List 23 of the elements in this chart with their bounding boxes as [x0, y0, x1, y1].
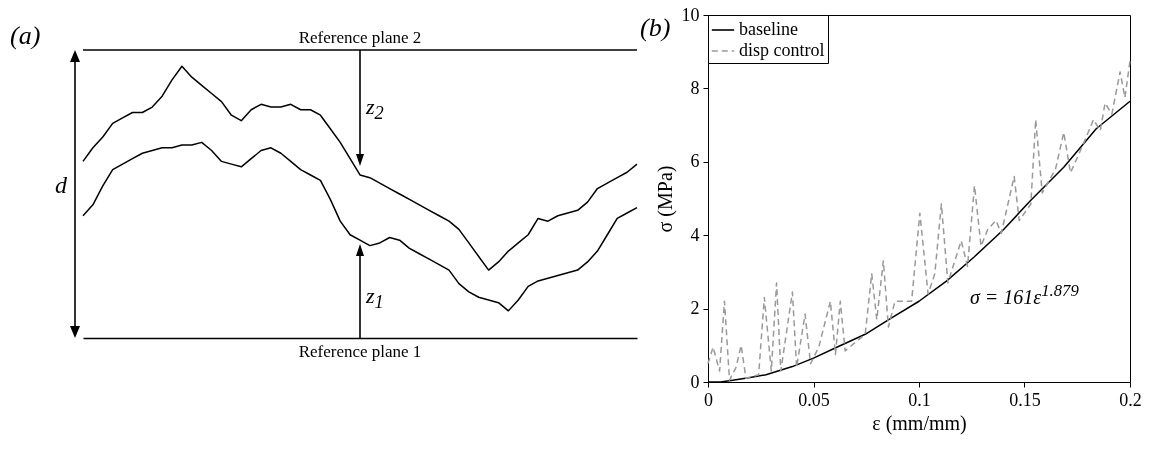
legend-label: disp control [739, 40, 825, 60]
annotation: z$_{2}$ [366, 94, 384, 124]
annotation: σ = 161ε$^{1.879}$ [970, 281, 1079, 308]
x-tick-label: 0.05 [798, 389, 830, 410]
ref-line-label: Reference plane 2 [298, 28, 422, 47]
x-tick-label: 0.15 [1009, 389, 1041, 410]
y-axis-title: σ (MPa) [653, 165, 677, 233]
chart-title: (b) [640, 13, 671, 43]
chart-title: (a) [10, 21, 41, 51]
text: Reference plane 1 [298, 342, 422, 362]
y-tick-label: 8 [690, 77, 700, 98]
y-tick-label: 2 [690, 298, 700, 319]
legend-label: baseline [739, 19, 798, 39]
y-tick-label: 10 [681, 4, 700, 25]
text: d [55, 172, 67, 199]
annotation: z$_{1}$ [366, 283, 384, 313]
x-axis-title: ε (mm/mm) [872, 411, 967, 435]
y-tick-label: 0 [690, 371, 700, 392]
x-tick-label: 0.1 [908, 389, 931, 410]
y-tick-label: 6 [690, 151, 700, 172]
x-tick-label: 0.2 [1119, 389, 1142, 410]
y-tick-label: 4 [690, 224, 700, 245]
x-tick-label: 0 [704, 389, 713, 410]
